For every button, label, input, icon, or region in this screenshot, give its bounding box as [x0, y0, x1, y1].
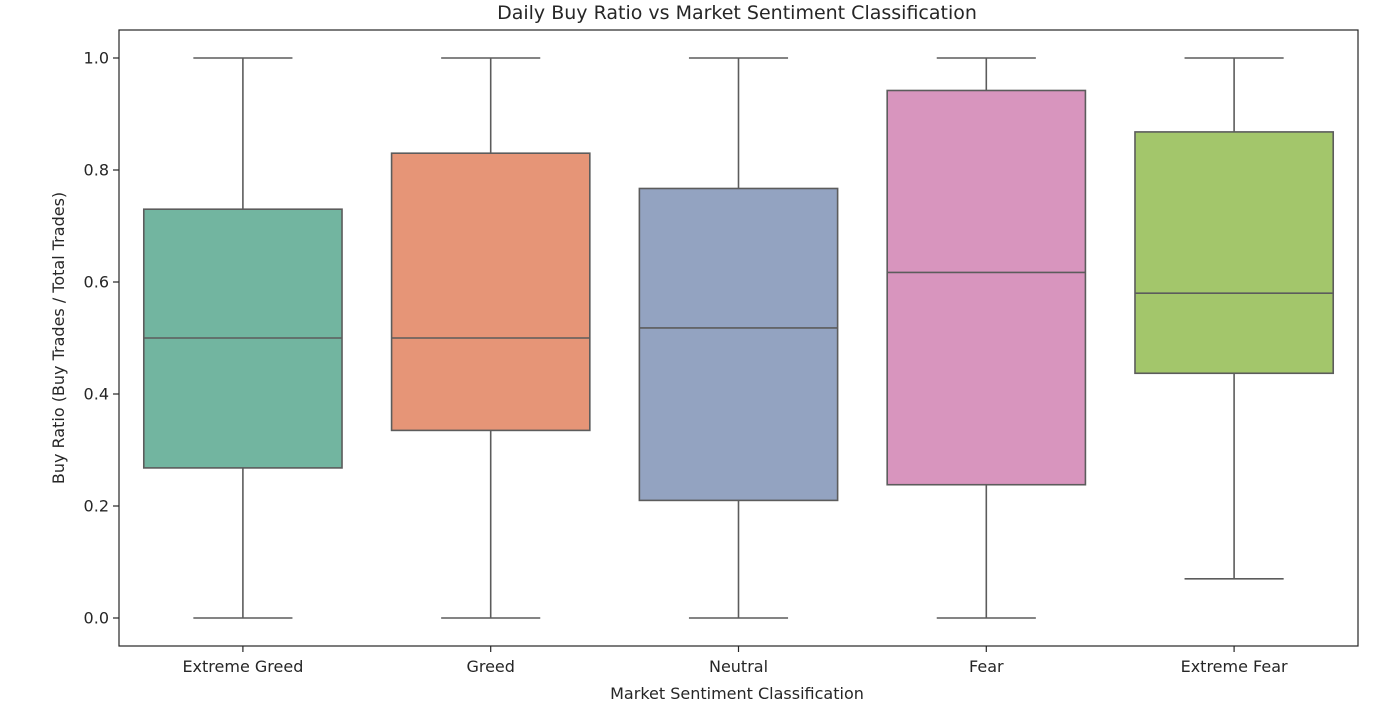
y-tick-label: 0.8 [84, 161, 109, 180]
box-greed [390, 57, 591, 619]
box-neutral [638, 57, 839, 619]
x-tick-label: Neutral [709, 657, 768, 676]
box-extreme-fear [1134, 57, 1335, 580]
box-fear [886, 57, 1087, 619]
y-tick-label: 0.4 [84, 385, 109, 404]
y-tick-label: 0.2 [84, 497, 109, 516]
y-tick-label: 1.0 [84, 49, 109, 68]
box-group [142, 57, 1335, 619]
box-extreme-greed [142, 57, 343, 619]
box-body [390, 152, 591, 432]
x-tick-label: Fear [969, 657, 1004, 676]
box-body [1134, 131, 1335, 375]
chart-title: Daily Buy Ratio vs Market Sentiment Clas… [497, 2, 977, 24]
x-axis: Extreme Greed Greed Neutral Fear Extreme Fea… [182, 646, 1288, 676]
x-axis-label: Market Sentiment Classification [610, 684, 864, 703]
y-axis: 0.0 0.2 0.4 0.6 0.8 1.0 [84, 49, 119, 628]
box-body [638, 187, 839, 502]
y-axis-label: Buy Ratio (Buy Trades / Total Trades) [49, 192, 68, 484]
y-tick-label: 0.0 [84, 609, 109, 628]
x-tick-label: Extreme Fear [1181, 657, 1288, 676]
x-tick-label: Extreme Greed [182, 657, 303, 676]
x-tick-label: Greed [466, 657, 514, 676]
box-body [886, 89, 1087, 486]
y-tick-label: 0.6 [84, 273, 109, 292]
